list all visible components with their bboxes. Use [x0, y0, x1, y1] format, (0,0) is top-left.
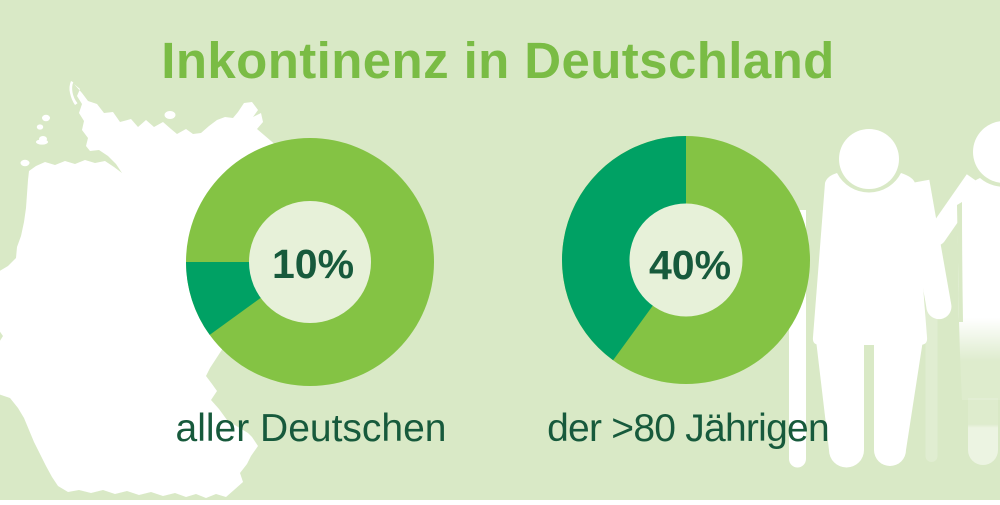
svg-text:Inkontinenz in Deutschland: Inkontinenz in Deutschland	[161, 32, 834, 89]
svg-text:10%: 10%	[272, 241, 354, 287]
svg-text:40%: 40%	[649, 242, 731, 288]
svg-text:der >80 Jährigen: der >80 Jährigen	[547, 407, 829, 450]
svg-text:aller Deutschen: aller Deutschen	[176, 407, 447, 450]
